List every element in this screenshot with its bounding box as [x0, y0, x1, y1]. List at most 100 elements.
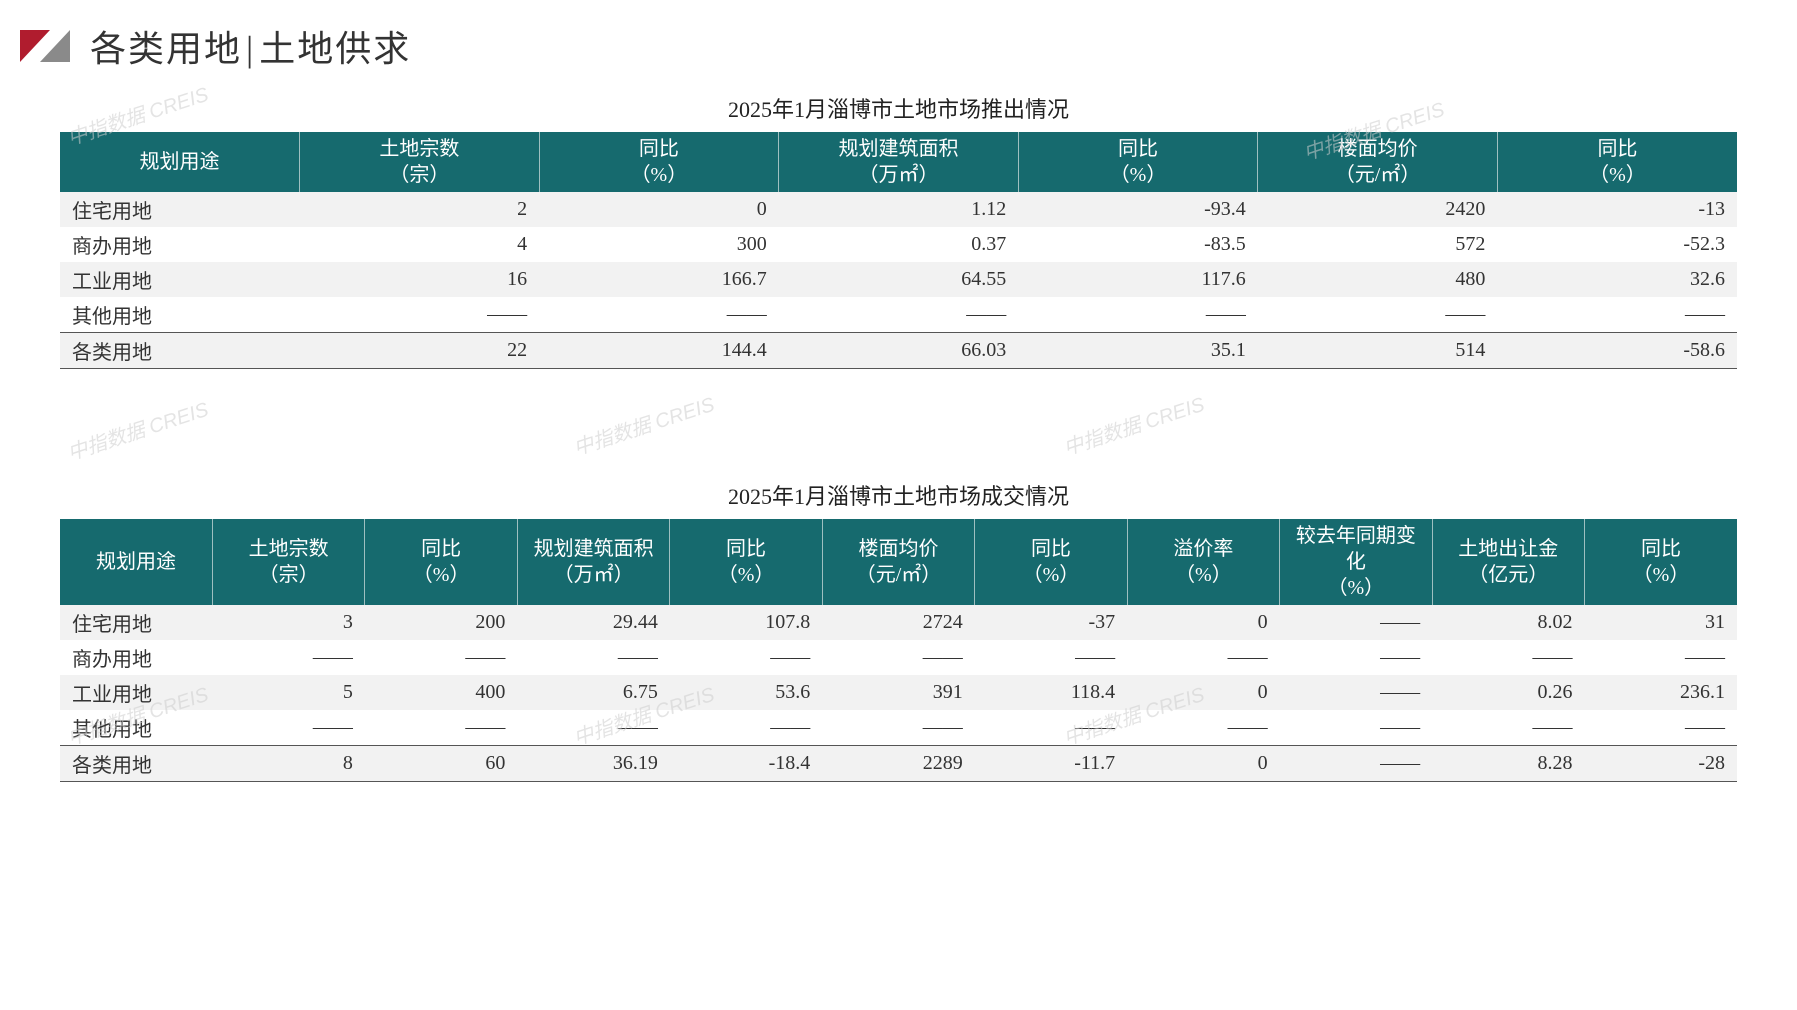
- cell: ——: [822, 710, 974, 746]
- cell: 5: [212, 675, 364, 710]
- table-row: 工业用地54006.7553.6391118.40——0.26236.1: [60, 675, 1737, 710]
- cell: 32.6: [1497, 262, 1737, 297]
- cell: ——: [539, 297, 779, 333]
- cell: 144.4: [539, 333, 779, 369]
- table2-head: 规划用途土地宗数（宗）同比（%）规划建筑面积（万㎡）同比（%）楼面均价（元/㎡）…: [60, 519, 1737, 605]
- table2-header-col-6: 同比（%）: [975, 519, 1127, 605]
- cell: 300: [539, 227, 779, 262]
- cell: 22: [300, 333, 540, 369]
- cell: ——: [670, 710, 822, 746]
- cell: 572: [1258, 227, 1498, 262]
- row-label: 各类用地: [60, 333, 300, 369]
- cell: 2289: [822, 746, 974, 782]
- cell: 236.1: [1585, 675, 1737, 710]
- table1-head: 规划用途土地宗数（宗）同比（%）规划建筑面积（万㎡）同比（%）楼面均价（元/㎡）…: [60, 132, 1737, 192]
- table2-header-col-2: 同比（%）: [365, 519, 517, 605]
- cell: 31: [1585, 605, 1737, 640]
- table1-header-col-0: 规划用途: [60, 132, 300, 192]
- table-row: 商办用地43000.37-83.5572-52.3: [60, 227, 1737, 262]
- section-table1: 2025年1月淄博市土地市场推出情况 规划用途土地宗数（宗）同比（%）规划建筑面…: [0, 72, 1797, 369]
- cell: 35.1: [1018, 333, 1258, 369]
- table2-header-col-5: 楼面均价（元/㎡）: [822, 519, 974, 605]
- cell: 60: [365, 746, 517, 782]
- cell: 29.44: [517, 605, 669, 640]
- table-row: 各类用地86036.19-18.42289-11.70——8.28-28: [60, 746, 1737, 782]
- table1: 规划用途土地宗数（宗）同比（%）规划建筑面积（万㎡）同比（%）楼面均价（元/㎡）…: [60, 132, 1737, 369]
- cell: ——: [1280, 746, 1432, 782]
- table2-header-col-3: 规划建筑面积（万㎡）: [517, 519, 669, 605]
- cell: 0: [539, 192, 779, 227]
- table1-header-col-1: 土地宗数（宗）: [300, 132, 540, 192]
- row-label: 住宅用地: [60, 192, 300, 227]
- table1-header-col-2: 同比（%）: [539, 132, 779, 192]
- cell: ——: [1432, 640, 1584, 675]
- table1-header-col-3: 规划建筑面积（万㎡）: [779, 132, 1019, 192]
- table2-header-col-0: 规划用途: [60, 519, 212, 605]
- slide-header: 各类用地|土地供求: [0, 0, 1797, 72]
- cell: -11.7: [975, 746, 1127, 782]
- cell: ——: [517, 640, 669, 675]
- cell: -52.3: [1497, 227, 1737, 262]
- cell: ——: [1018, 297, 1258, 333]
- cell: ——: [975, 710, 1127, 746]
- cell: ——: [1280, 605, 1432, 640]
- row-label: 商办用地: [60, 640, 212, 675]
- cell: -18.4: [670, 746, 822, 782]
- cell: ——: [1280, 710, 1432, 746]
- table2-header-col-10: 同比（%）: [1585, 519, 1737, 605]
- cell: ——: [300, 297, 540, 333]
- cell: ——: [822, 640, 974, 675]
- cell: ——: [1585, 710, 1737, 746]
- cell: ——: [975, 640, 1127, 675]
- table-row: 各类用地22144.466.0335.1514-58.6: [60, 333, 1737, 369]
- table2-header-col-9: 土地出让金（亿元）: [1432, 519, 1584, 605]
- cell: 0: [1127, 605, 1279, 640]
- table1-header-col-6: 同比（%）: [1497, 132, 1737, 192]
- cell: ——: [365, 710, 517, 746]
- section-table2: 2025年1月淄博市土地市场成交情况 规划用途土地宗数（宗）同比（%）规划建筑面…: [0, 459, 1797, 782]
- cell: ——: [1280, 640, 1432, 675]
- page-title: 各类用地|土地供求: [90, 20, 411, 72]
- cell: 0: [1127, 675, 1279, 710]
- cell: ——: [212, 710, 364, 746]
- table-row: 其他用地————————————: [60, 297, 1737, 333]
- row-label: 商办用地: [60, 227, 300, 262]
- cell: 0: [1127, 746, 1279, 782]
- cell: 480: [1258, 262, 1498, 297]
- table1-title: 2025年1月淄博市土地市场推出情况: [60, 92, 1737, 124]
- title-divider: |: [246, 29, 255, 69]
- row-label: 其他用地: [60, 710, 212, 746]
- row-label: 各类用地: [60, 746, 212, 782]
- table2-header-col-8: 较去年同期变化（%）: [1280, 519, 1432, 605]
- cell: 2724: [822, 605, 974, 640]
- cell: 118.4: [975, 675, 1127, 710]
- table-row: 工业用地16166.764.55117.648032.6: [60, 262, 1737, 297]
- cell: 8.02: [1432, 605, 1584, 640]
- cell: -58.6: [1497, 333, 1737, 369]
- table2-header-col-7: 溢价率（%）: [1127, 519, 1279, 605]
- title-right: 土地供求: [259, 29, 411, 69]
- cell: 1.12: [779, 192, 1019, 227]
- cell: ——: [365, 640, 517, 675]
- table2-title: 2025年1月淄博市土地市场成交情况: [60, 479, 1737, 511]
- logo-icon: [20, 30, 80, 62]
- cell: 0.26: [1432, 675, 1584, 710]
- cell: ——: [670, 640, 822, 675]
- title-left: 各类用地: [90, 29, 242, 69]
- cell: ——: [517, 710, 669, 746]
- cell: ——: [1127, 710, 1279, 746]
- cell: 400: [365, 675, 517, 710]
- cell: -28: [1585, 746, 1737, 782]
- table1-body: 住宅用地201.12-93.42420-13商办用地43000.37-83.55…: [60, 192, 1737, 369]
- cell: 16: [300, 262, 540, 297]
- cell: ——: [1258, 297, 1498, 333]
- row-label: 住宅用地: [60, 605, 212, 640]
- cell: 6.75: [517, 675, 669, 710]
- cell: 8.28: [1432, 746, 1584, 782]
- table1-header-col-5: 楼面均价（元/㎡）: [1258, 132, 1498, 192]
- table2-header-col-4: 同比（%）: [670, 519, 822, 605]
- cell: ——: [1280, 675, 1432, 710]
- cell: 2420: [1258, 192, 1498, 227]
- table-row: 住宅用地320029.44107.82724-370——8.0231: [60, 605, 1737, 640]
- table-row: 住宅用地201.12-93.42420-13: [60, 192, 1737, 227]
